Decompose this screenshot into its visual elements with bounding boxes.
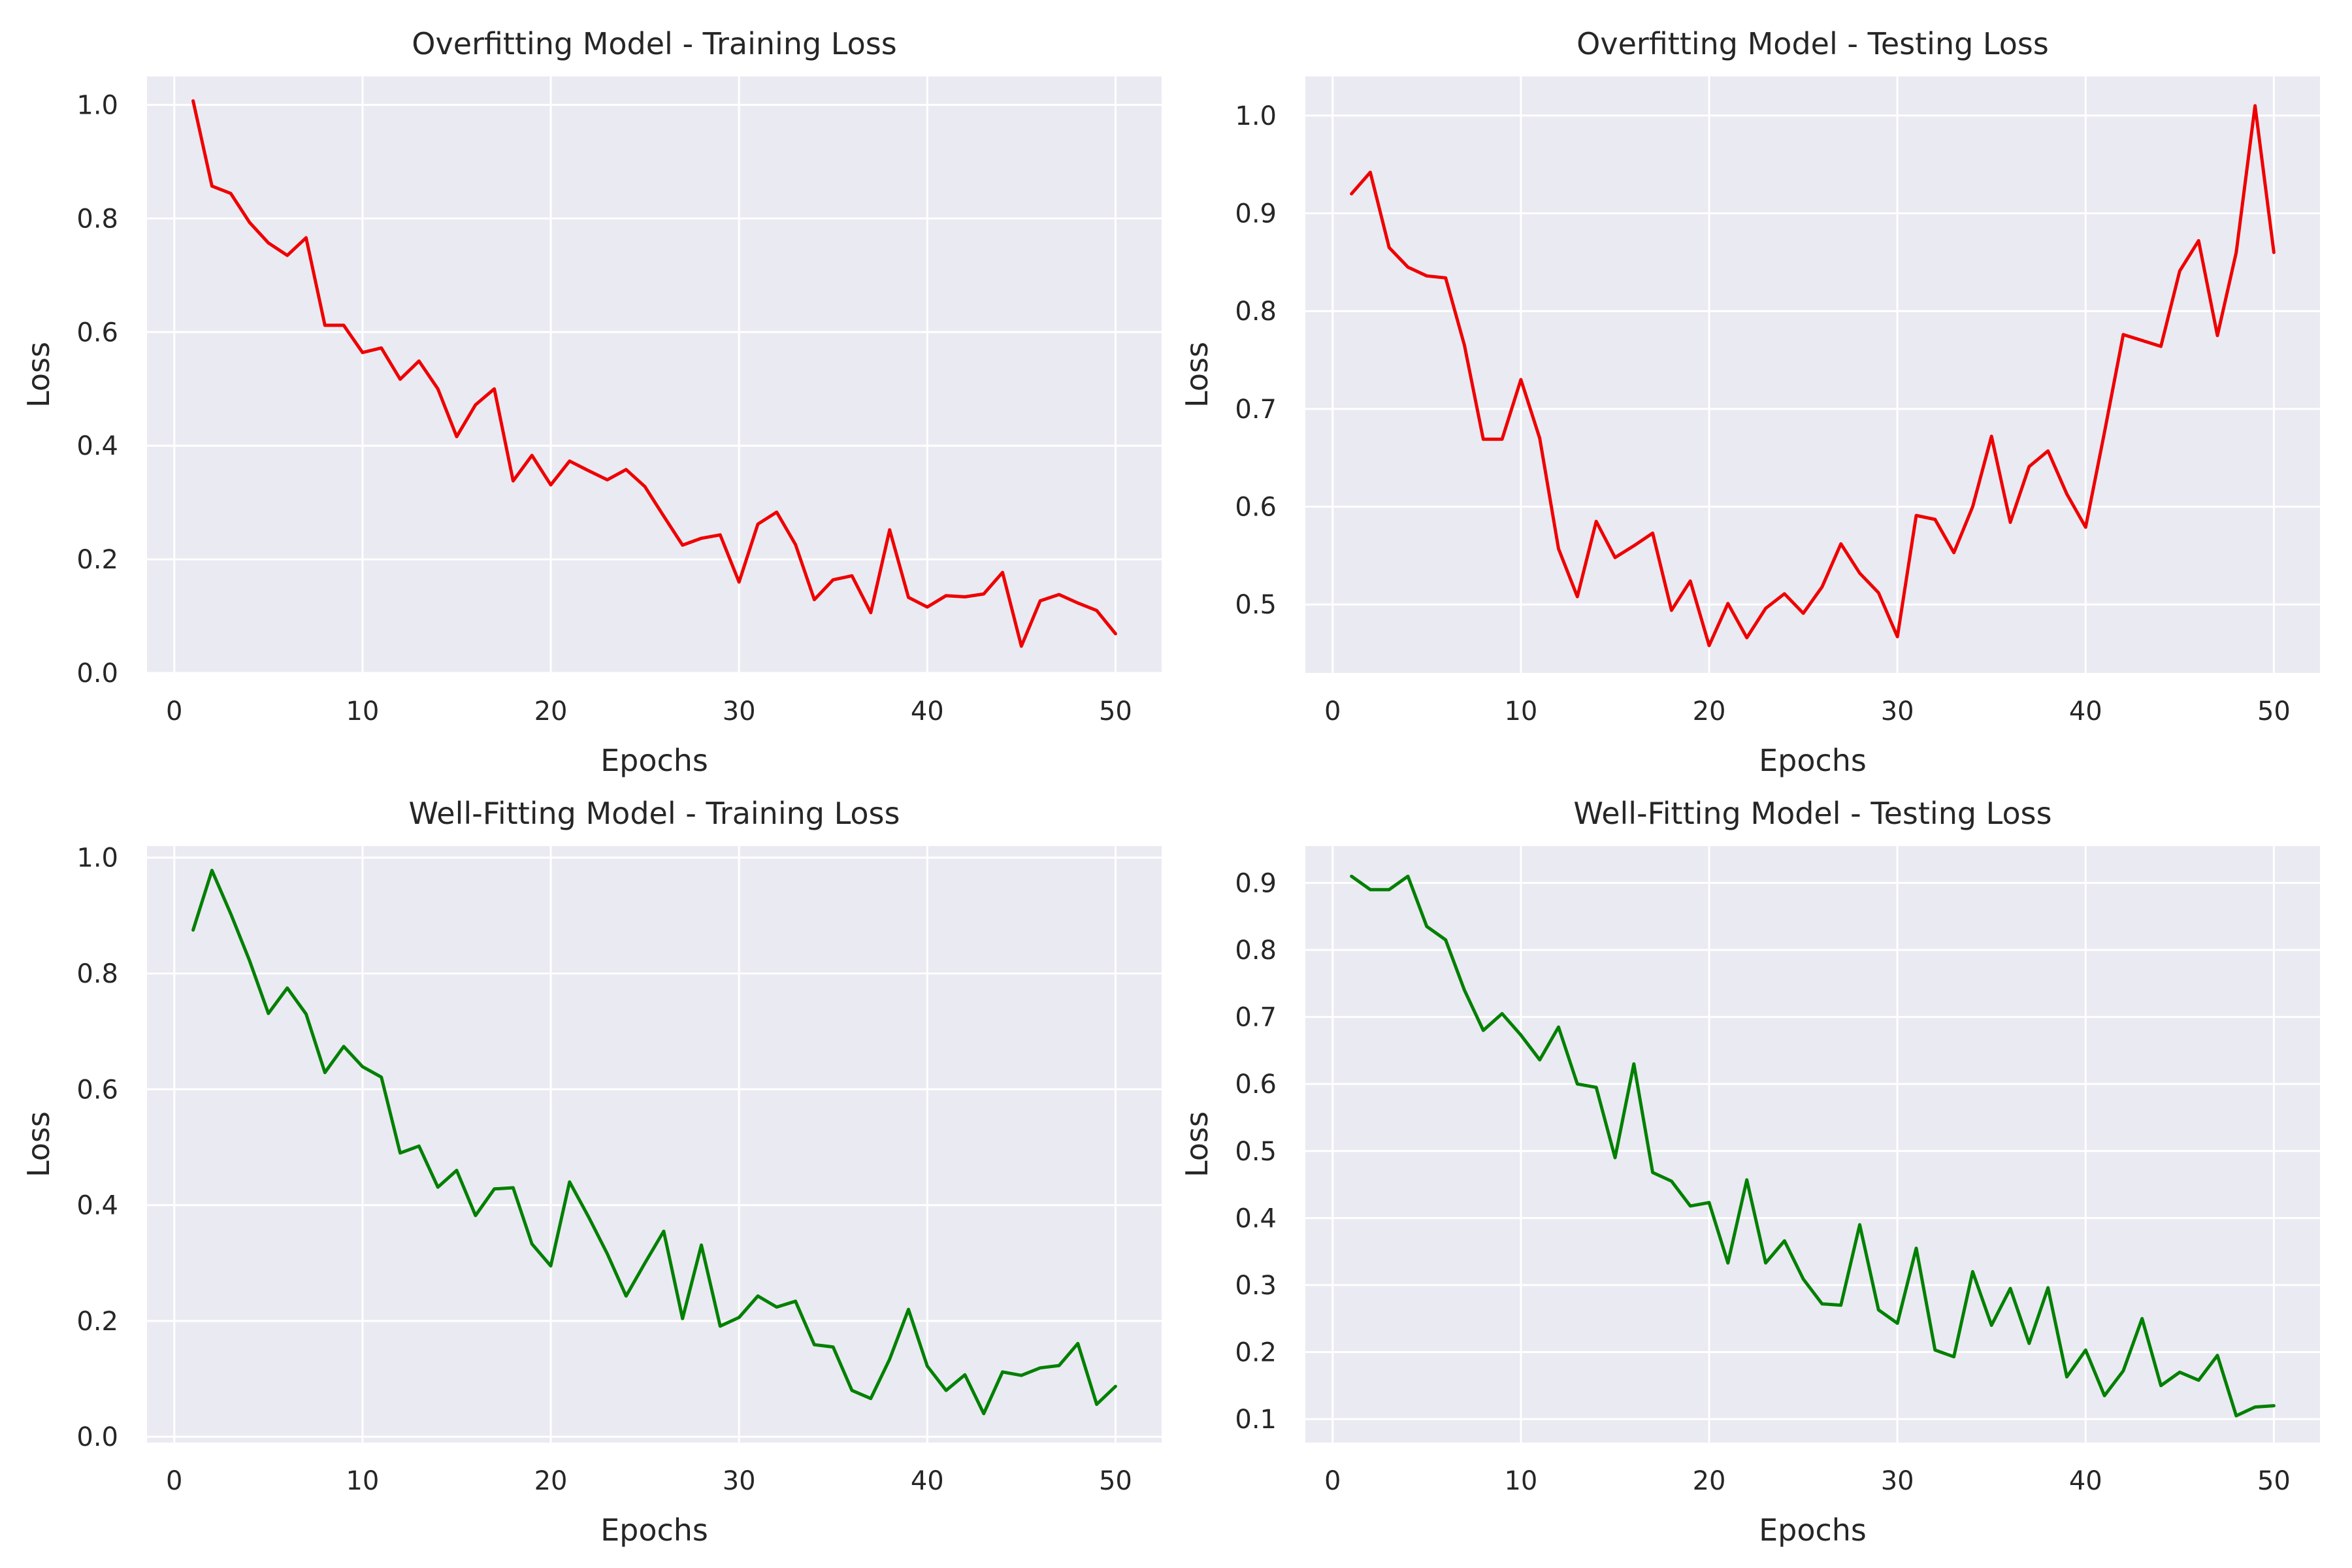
y-tick-label: 0.8 (1235, 936, 1277, 966)
y-axis-label: Loss (21, 342, 56, 408)
y-tick-label: 0.9 (1235, 199, 1277, 229)
x-tick-label: 30 (1881, 696, 1914, 727)
x-axis-label: Epochs (600, 743, 708, 778)
y-tick-label: 1.0 (76, 90, 118, 120)
x-tick-label: 30 (723, 1466, 756, 1496)
y-tick-label: 0.0 (76, 1422, 118, 1452)
y-tick-label: 1.0 (1235, 101, 1277, 131)
y-tick-label: 0.1 (1235, 1405, 1277, 1435)
y-tick-label: 0.6 (1235, 493, 1277, 523)
x-tick-label: 50 (2257, 696, 2291, 727)
chart-title: Overfitting Model - Training Loss (412, 26, 896, 61)
y-tick-label: 0.6 (76, 318, 118, 348)
x-tick-label: 30 (1881, 1466, 1914, 1496)
x-tick-label: 10 (346, 1466, 379, 1496)
subplot-3: 0 10 20 30 40 50 0.0 0.2 0.4 0.6 0.8 1.0 Well-Fittin… (21, 796, 1162, 1548)
y-tick-label: 0.7 (1235, 395, 1277, 425)
x-tick-label: 40 (2069, 1466, 2102, 1496)
y-tick-label: 0.7 (1235, 1003, 1277, 1033)
y-tick-label: 0.3 (1235, 1271, 1277, 1301)
y-tick-label: 0.2 (76, 1307, 118, 1337)
x-tick-label: 20 (1693, 1466, 1726, 1496)
subplot-2: 0 10 20 30 40 50 0.5 0.6 0.7 0.8 0.9 1.0 Overfitting… (1179, 26, 2320, 778)
subplot-4: 0 10 20 30 40 50 0.1 0.2 0.3 0.4 0.5 0.6 0.7 0.8 0.9 We… (1179, 796, 2320, 1548)
x-tick-label: 10 (1504, 696, 1537, 727)
y-tick-label: 0.4 (1235, 1203, 1277, 1233)
loss-line (1350, 874, 2276, 1418)
x-tick-label: 30 (723, 696, 756, 727)
y-axis-label: Loss (1179, 342, 1215, 408)
y-tick-label: 0.6 (76, 1075, 118, 1105)
loss-line (191, 99, 1117, 648)
x-tick-label: 40 (2069, 696, 2102, 727)
x-tick-label: 0 (1324, 696, 1341, 727)
plot-area (1305, 76, 2320, 673)
y-tick-label: 0.5 (1235, 1137, 1277, 1167)
x-tick-label: 20 (534, 696, 568, 727)
x-tick-label: 20 (1693, 696, 1726, 727)
x-tick-label: 0 (166, 1466, 182, 1496)
x-tick-label: 50 (2257, 1466, 2291, 1496)
y-tick-label: 0.8 (1235, 297, 1277, 327)
x-tick-label: 40 (911, 696, 944, 727)
x-axis-label: Epochs (1759, 743, 1867, 778)
x-tick-label: 40 (911, 1466, 944, 1496)
y-axis-label: Loss (21, 1111, 56, 1177)
plot-area (1305, 846, 2320, 1443)
chart-title: Well-Fitting Model - Training Loss (409, 796, 900, 831)
y-tick-label: 0.4 (76, 1191, 118, 1221)
plot-area (147, 76, 1162, 673)
x-tick-label: 0 (166, 696, 182, 727)
y-tick-label: 0.5 (1235, 590, 1277, 620)
x-axis-label: Epochs (1759, 1512, 1867, 1548)
x-tick-label: 50 (1099, 1466, 1132, 1496)
x-tick-label: 50 (1099, 696, 1132, 727)
loss-line (1350, 104, 2276, 647)
y-tick-label: 0.0 (76, 659, 118, 689)
y-tick-label: 0.8 (76, 204, 118, 234)
x-tick-label: 10 (346, 696, 379, 727)
y-tick-label: 0.2 (76, 545, 118, 575)
y-axis-label: Loss (1179, 1111, 1215, 1177)
y-tick-label: 0.9 (1235, 868, 1277, 898)
x-tick-label: 20 (534, 1466, 568, 1496)
y-tick-label: 0.4 (76, 431, 118, 461)
y-tick-label: 0.8 (76, 959, 118, 989)
y-tick-label: 0.2 (1235, 1338, 1277, 1368)
subplot-1: 0 10 20 30 40 50 0.0 0.2 0.4 0.6 0.8 1.0 Overfitting… (21, 26, 1162, 778)
plot-area (147, 846, 1162, 1443)
y-tick-label: 0.6 (1235, 1070, 1277, 1100)
x-axis-label: Epochs (600, 1512, 708, 1548)
y-tick-label: 1.0 (76, 843, 118, 874)
chart-title: Well-Fitting Model - Testing Loss (1573, 796, 2051, 831)
x-tick-label: 10 (1504, 1466, 1537, 1496)
loss-line (191, 868, 1117, 1416)
chart-title: Overfitting Model - Testing Loss (1576, 26, 2049, 61)
x-tick-label: 0 (1324, 1466, 1341, 1496)
subplots: 0 10 20 30 40 50 0.0 0.2 0.4 0.6 0.8 1.0 Overfitting… (21, 26, 2320, 1548)
